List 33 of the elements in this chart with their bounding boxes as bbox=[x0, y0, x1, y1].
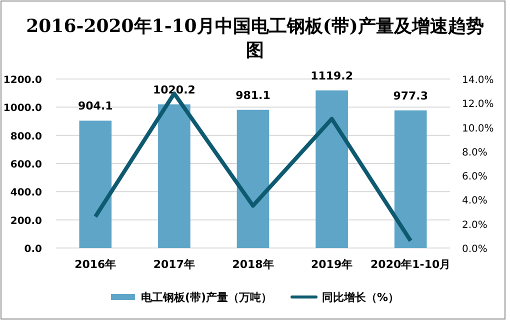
title: 2016-2020年1-10月中国电工钢板(带)产量及增速趋势图 bbox=[26, 16, 484, 61]
y-tick-label: 400.0 bbox=[10, 188, 42, 199]
data-label: 977.3 bbox=[393, 89, 428, 102]
bar bbox=[316, 90, 348, 248]
bar bbox=[158, 104, 190, 248]
bar bbox=[236, 110, 270, 248]
legend-label: 电工钢板(带)产量（万吨） bbox=[140, 291, 272, 304]
x-tick-label: 2020年1-10月 bbox=[370, 258, 451, 271]
y-tick-label: 1200.0 bbox=[3, 75, 42, 86]
x-tick-label: 2017年 bbox=[153, 258, 196, 271]
y2-tick-label: 14.0% bbox=[462, 75, 494, 86]
y2-tick-label: 2.0% bbox=[462, 220, 488, 231]
x-tick-label: 2018年 bbox=[232, 258, 274, 271]
bar bbox=[79, 120, 112, 248]
y2-tick-label: 10.0% bbox=[462, 123, 494, 134]
y2-tick-label: 4.0% bbox=[462, 196, 488, 207]
y-tick-label: 600.0 bbox=[10, 160, 42, 170]
y2-tick-label: 0.0% bbox=[462, 244, 488, 255]
x-tick-label: 2016年 bbox=[74, 258, 116, 271]
data-label: 1020.2 bbox=[152, 83, 196, 96]
y-tick-label: 1000.0 bbox=[3, 103, 42, 114]
data-label: 981.1 bbox=[236, 88, 270, 102]
y2-tick-label: 12.0% bbox=[462, 99, 494, 110]
data-label: 904.1 bbox=[78, 100, 113, 113]
y2-tick-label: 6.0% bbox=[462, 172, 488, 183]
x-tick-label: 2019年 bbox=[310, 258, 353, 271]
data-label: 1119.2 bbox=[310, 69, 354, 82]
y-tick-label: 0.0 bbox=[24, 244, 42, 255]
y2-tick-label: 8.0% bbox=[462, 147, 488, 158]
bar bbox=[394, 110, 427, 248]
y-tick-label: 800.0 bbox=[10, 131, 42, 142]
y-tick-label: 200.0 bbox=[10, 216, 42, 227]
legend-label: 同比增长（%） bbox=[322, 291, 400, 304]
